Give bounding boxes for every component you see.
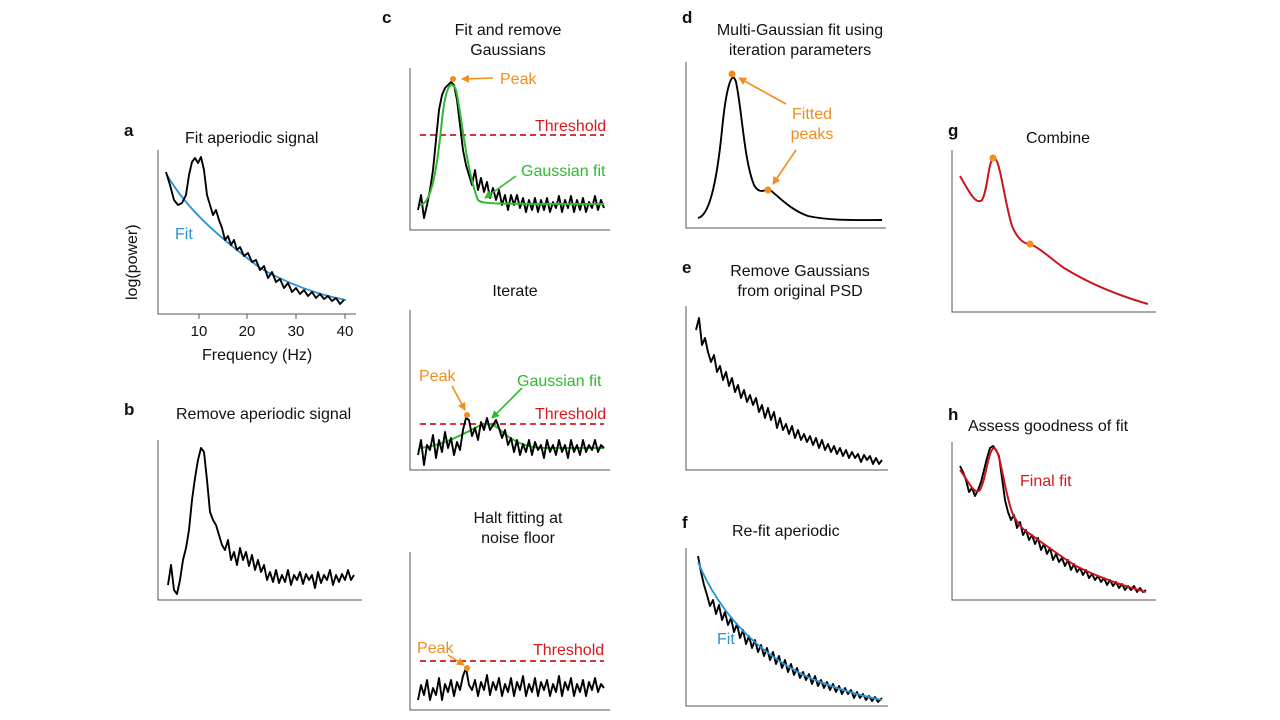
- panel-c-halt: Halt fitting at noise floor Threshold Pe…: [409, 510, 610, 711]
- panel-a: a Fit aperiodic signal log(power) 10 20 …: [124, 121, 356, 364]
- peak-label: Peak: [417, 640, 454, 657]
- peak-arrow: [461, 74, 494, 83]
- panel-a-title: Fit aperiodic signal: [185, 130, 318, 147]
- fitted-peaks-label-line1: Fitted: [792, 106, 832, 123]
- peak-label: Peak: [500, 71, 537, 88]
- peak-arrow: [447, 654, 465, 666]
- gaussian-fit-arrow: [491, 387, 523, 419]
- peak-label: Peak: [419, 368, 456, 385]
- panel-c-title-line1: Fit and remove: [455, 22, 562, 39]
- fit-label: Fit: [717, 631, 735, 648]
- panel-h-axes: [951, 442, 1156, 601]
- aperiodic-fit-curve: [166, 174, 347, 301]
- fitted-peaks-label-line2: peaks: [791, 126, 834, 143]
- original-psd: [959, 445, 1147, 593]
- panel-e-axes: [685, 306, 888, 471]
- panel-letter-c: c: [382, 8, 391, 27]
- panel-c-title-line2: Gaussians: [470, 42, 546, 59]
- panel-g-title: Combine: [1026, 130, 1090, 147]
- panel-c-iterate: Iterate Threshold Peak Gaussian fit: [409, 283, 610, 471]
- x-tick-label: 10: [191, 323, 208, 340]
- panel-g-axes: [951, 150, 1156, 313]
- peak-marker: [989, 154, 997, 162]
- y-axis-label: log(power): [124, 224, 141, 300]
- peak-marker: [464, 665, 470, 671]
- flattened-spectrum: [167, 447, 355, 595]
- panel-h-title: Assess goodness of fit: [968, 418, 1129, 435]
- final-fit-curve: [959, 446, 1147, 593]
- fit-label: Fit: [175, 226, 193, 243]
- fitted-peak-arrow: [772, 149, 797, 185]
- residual-signal: [417, 417, 605, 466]
- gaussian-fit-curve: [419, 84, 605, 206]
- peak-arrow: [451, 385, 466, 411]
- panel-c3-axes: [409, 552, 610, 711]
- x-tick-label: 30: [288, 323, 305, 340]
- combined-model-curve: [959, 156, 1149, 305]
- x-axis-label: Frequency (Hz): [202, 347, 312, 364]
- panel-c: c Fit and remove Gaussians Threshold Pea…: [382, 8, 610, 231]
- peak-removed-psd: [695, 317, 883, 465]
- panel-letter-a: a: [124, 121, 134, 140]
- panel-f: f Re-fit aperiodic Fit: [682, 513, 888, 707]
- gaussian-fit-label: Gaussian fit: [521, 163, 606, 180]
- panel-e-title-line1: Remove Gaussians: [730, 263, 870, 280]
- peak-marker: [464, 412, 470, 418]
- panel-f-axes: [685, 548, 888, 707]
- panel-f-title: Re-fit aperiodic: [732, 523, 840, 540]
- noise-floor-signal: [417, 667, 605, 701]
- panel-letter-b: b: [124, 400, 134, 419]
- panel-a-axes: [157, 150, 356, 315]
- x-ticks: 10 20 30 40: [191, 314, 354, 340]
- psd-signal: [417, 81, 605, 219]
- panel-letter-e: e: [682, 258, 691, 277]
- panel-c-axes: [409, 68, 610, 231]
- panel-e: e Remove Gaussians from original PSD: [682, 258, 888, 471]
- panel-letter-d: d: [682, 8, 692, 27]
- panel-c3-title-line2: noise floor: [481, 530, 555, 547]
- panel-d: d Multi-Gaussian fit using iteration par…: [682, 8, 886, 229]
- panel-c3-title-line1: Halt fitting at: [474, 510, 563, 527]
- panel-d-axes: [685, 62, 886, 229]
- final-fit-label: Final fit: [1020, 473, 1072, 490]
- fitted-peak-marker: [728, 70, 736, 78]
- threshold-label: Threshold: [535, 406, 606, 423]
- panel-h: h Assess goodness of fit Final fit: [948, 405, 1156, 601]
- panel-letter-h: h: [948, 405, 958, 424]
- panel-c2-title: Iterate: [492, 283, 537, 300]
- panel-letter-f: f: [682, 513, 688, 532]
- peak-marker: [1026, 240, 1034, 248]
- panel-e-title-line2: from original PSD: [737, 283, 862, 300]
- fitted-peak-marker: [764, 186, 772, 194]
- multi-gaussian-fit: [697, 76, 883, 222]
- panel-d-title-line1: Multi-Gaussian fit using: [717, 22, 883, 39]
- psd-signal: [165, 156, 345, 305]
- threshold-label: Threshold: [535, 118, 606, 135]
- x-tick-label: 20: [239, 323, 256, 340]
- gaussian-fit-arrow: [484, 175, 517, 199]
- panel-letter-g: g: [948, 121, 958, 140]
- panel-b-title: Remove aperiodic signal: [176, 406, 351, 423]
- peak-marker: [450, 76, 456, 82]
- panel-g: g Combine: [948, 121, 1156, 313]
- panel-c2-axes: [409, 310, 610, 471]
- fitted-peak-arrow: [738, 77, 787, 105]
- gaussian-fit-label: Gaussian fit: [517, 373, 602, 390]
- peak-removed-psd: [697, 555, 883, 703]
- panel-b-axes: [157, 440, 362, 601]
- aperiodic-refit-curve: [697, 561, 883, 701]
- threshold-label: Threshold: [533, 642, 604, 659]
- panel-b: b Remove aperiodic signal: [124, 400, 362, 601]
- x-tick-label: 40: [337, 323, 354, 340]
- panel-d-title-line2: iteration parameters: [729, 42, 871, 59]
